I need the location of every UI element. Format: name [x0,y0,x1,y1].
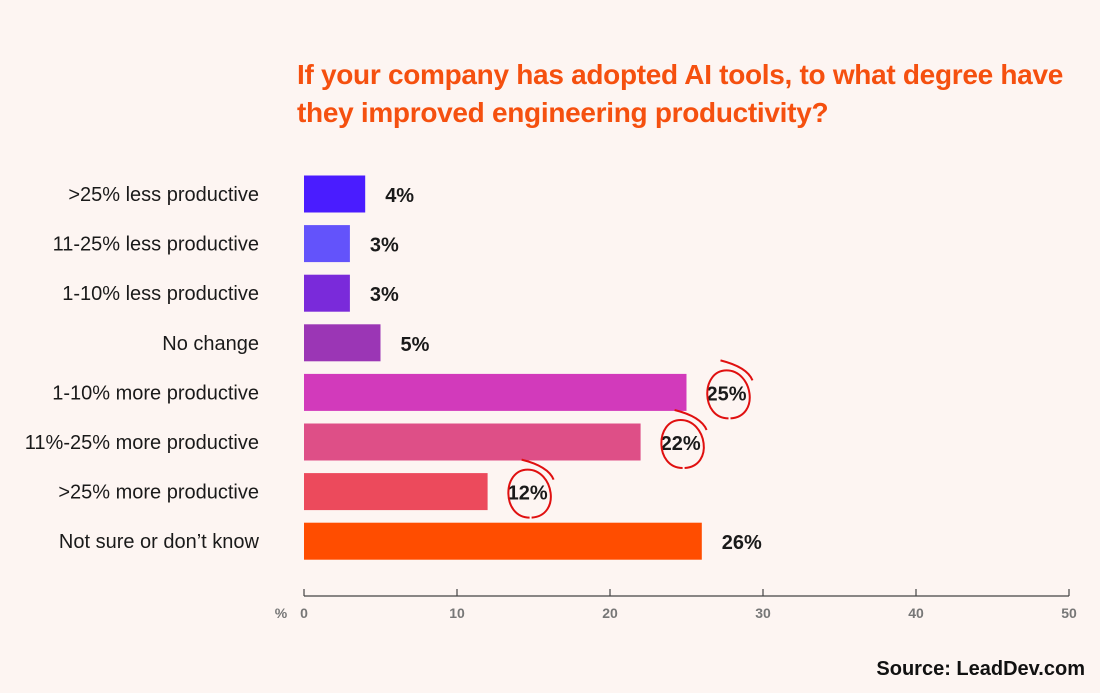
value-label: 4% [385,185,414,207]
category-label: Not sure or don’t know [59,531,260,553]
bar [304,423,641,461]
x-tick-label: 50 [1061,605,1077,621]
highlight-circle [706,359,754,420]
bar [304,473,488,511]
category-label: >25% less productive [68,184,259,206]
chart-title: If your company has adopted AI tools, to… [297,59,1063,128]
value-label: 12% [508,483,548,505]
highlight-circle [660,409,708,469]
highlight-circle [507,458,555,519]
x-tick-label: 10 [449,605,465,621]
x-tick-label: 20 [602,605,618,621]
bar [304,274,350,312]
value-label: 25% [707,383,747,405]
value-label: 26% [722,532,762,554]
category-label: No change [162,333,259,355]
value-label: 3% [370,235,399,257]
bar [304,373,687,411]
bar [304,225,350,263]
category-label: 11-25% less productive [53,234,259,256]
x-tick-label: 30 [755,605,771,621]
category-label: >25% more productive [58,482,259,504]
source-credit: Source: LeadDev.com [876,658,1085,680]
bar [304,175,366,213]
category-label: 1-10% more productive [52,382,259,404]
category-label: 1-10% less productive [62,283,259,305]
bar [304,324,381,362]
value-label: 22% [661,433,701,455]
value-label: 5% [401,334,430,356]
x-tick-label: 40 [908,605,924,621]
bar [304,522,702,560]
value-label: 3% [370,284,399,306]
x-tick-label: 0 [300,605,308,621]
x-axis-label: % [275,605,288,621]
category-label: 11%-25% more productive [25,432,259,454]
